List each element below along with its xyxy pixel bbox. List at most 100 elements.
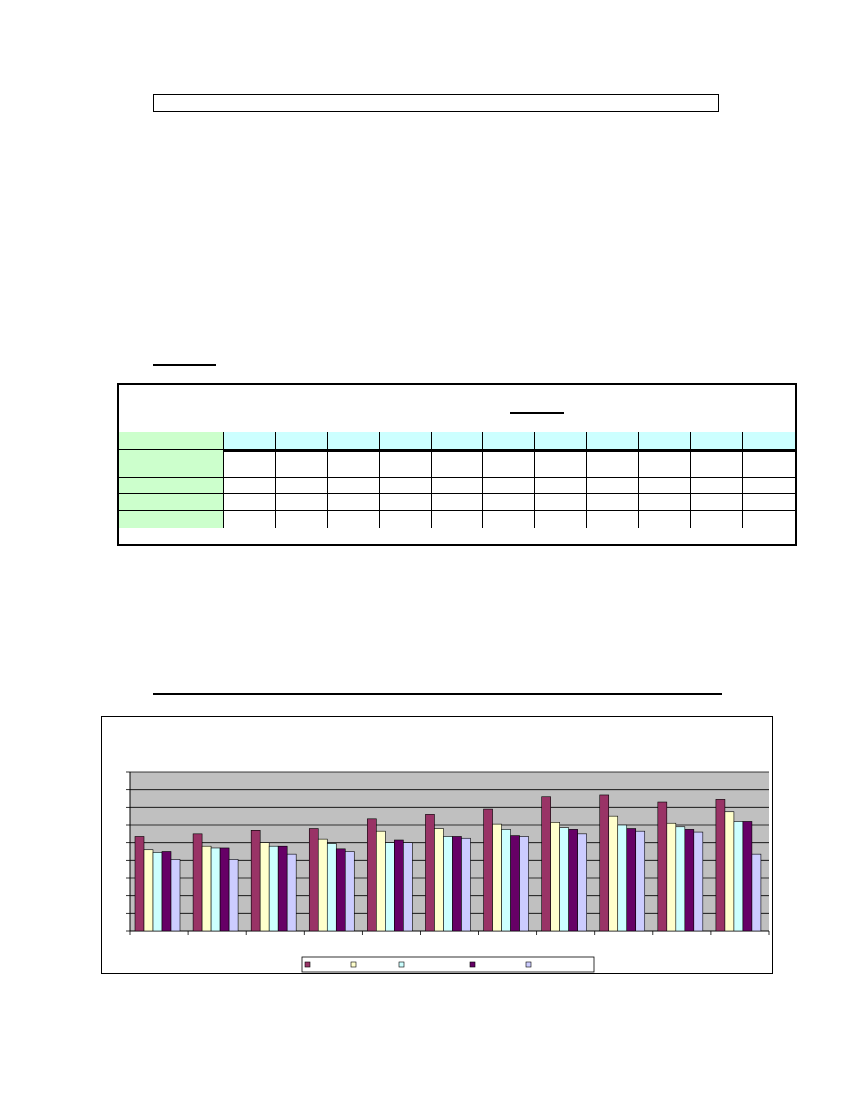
bar-series-5 <box>693 831 704 932</box>
table-cell <box>639 478 692 494</box>
table-cell <box>276 511 328 528</box>
bar-series-2 <box>666 822 677 932</box>
table-header-area <box>119 385 795 432</box>
bar-chart <box>126 771 770 973</box>
table-cell <box>380 511 432 528</box>
table-cell <box>743 494 795 511</box>
bar-series-4 <box>568 829 578 932</box>
bar-series-2 <box>317 838 328 932</box>
bar-series-4 <box>452 836 462 932</box>
table-cell <box>743 511 795 528</box>
bar-series-5 <box>403 842 413 932</box>
bar-series-4 <box>742 821 753 932</box>
bar-series-1 <box>192 833 203 932</box>
table-cell <box>379 432 432 450</box>
bar-series-3 <box>152 852 163 932</box>
bar-series-5 <box>461 837 471 932</box>
table-row-label-cell <box>119 478 224 494</box>
table-cell <box>275 478 328 494</box>
table-cell <box>535 511 588 528</box>
table-cell <box>379 450 432 478</box>
table-cell <box>691 478 744 494</box>
table-cell <box>691 432 744 450</box>
bar-series-4 <box>626 828 637 932</box>
bar-series-2 <box>259 842 270 932</box>
bar-series-5 <box>344 851 355 932</box>
table-cell <box>587 432 640 450</box>
table-row-label-cell <box>119 511 224 528</box>
table-row <box>119 511 795 528</box>
legend-key-series-1 <box>304 961 311 968</box>
bar-series-1 <box>250 830 261 932</box>
table-cell <box>587 450 640 478</box>
table-cell <box>743 478 795 494</box>
bar-series-5 <box>228 859 239 932</box>
table-cell <box>224 511 276 528</box>
table-cell <box>223 432 276 450</box>
bar-series-2 <box>143 849 154 932</box>
legend-key-series-2 <box>350 961 357 968</box>
table-cell <box>327 450 380 478</box>
bar-series-5 <box>170 859 181 932</box>
table-cell <box>431 450 484 478</box>
table-cell <box>691 450 744 478</box>
table-cell <box>483 494 536 511</box>
table-cell <box>275 432 328 450</box>
bar-series-4 <box>161 851 172 932</box>
bar-series-4 <box>219 847 230 932</box>
chart-frame <box>101 716 773 974</box>
table-cell <box>223 494 276 511</box>
legend-key-series-5 <box>525 961 532 968</box>
bar-series-5 <box>635 830 646 932</box>
table-cell <box>223 450 276 478</box>
table-cell <box>535 494 588 511</box>
table-row <box>119 450 795 478</box>
bar-series-4 <box>684 829 695 932</box>
bar-series-3 <box>326 843 337 932</box>
bar-series-3 <box>559 827 569 932</box>
legend <box>301 956 595 973</box>
bar-series-1 <box>483 808 493 932</box>
bar-series-2 <box>376 830 386 932</box>
table-cell <box>275 450 328 478</box>
table-cell <box>691 494 744 511</box>
table-cell <box>535 478 588 494</box>
bar-series-4 <box>394 839 404 932</box>
bar-series-3 <box>210 847 221 932</box>
table-cell <box>379 478 432 494</box>
bar-series-2 <box>608 815 619 932</box>
table-header-row <box>119 432 795 452</box>
bar-series-1 <box>367 818 377 932</box>
table-cell <box>587 494 640 511</box>
bar-series-3 <box>443 836 453 932</box>
table-cell <box>327 494 380 511</box>
table-cell <box>483 478 536 494</box>
bar-series-5 <box>286 853 297 932</box>
table-cell <box>587 511 640 528</box>
table-cell <box>483 450 536 478</box>
table-cell <box>431 494 484 511</box>
table-cell <box>535 432 588 450</box>
table-row <box>119 478 795 494</box>
table-cell <box>743 450 795 478</box>
table-row-label-cell <box>119 450 224 478</box>
chart-heading-rule <box>153 693 722 695</box>
table-cell <box>639 432 692 450</box>
table-header-underline <box>510 412 564 414</box>
bar-series-4 <box>277 845 288 932</box>
bar-series-3 <box>733 821 744 932</box>
table-cell <box>639 494 692 511</box>
table-cell <box>432 511 484 528</box>
table-row <box>119 494 795 511</box>
bar-series-3 <box>385 842 395 932</box>
bar-series-1 <box>599 794 610 932</box>
bar-series-1 <box>134 836 145 932</box>
table-cell <box>275 494 328 511</box>
table-cell <box>639 511 692 528</box>
bar-series-2 <box>550 822 560 932</box>
table-cell <box>587 478 640 494</box>
table-cell <box>743 432 795 450</box>
title-box <box>153 94 719 112</box>
bar-series-2 <box>724 811 735 932</box>
bar-series-3 <box>268 845 279 932</box>
